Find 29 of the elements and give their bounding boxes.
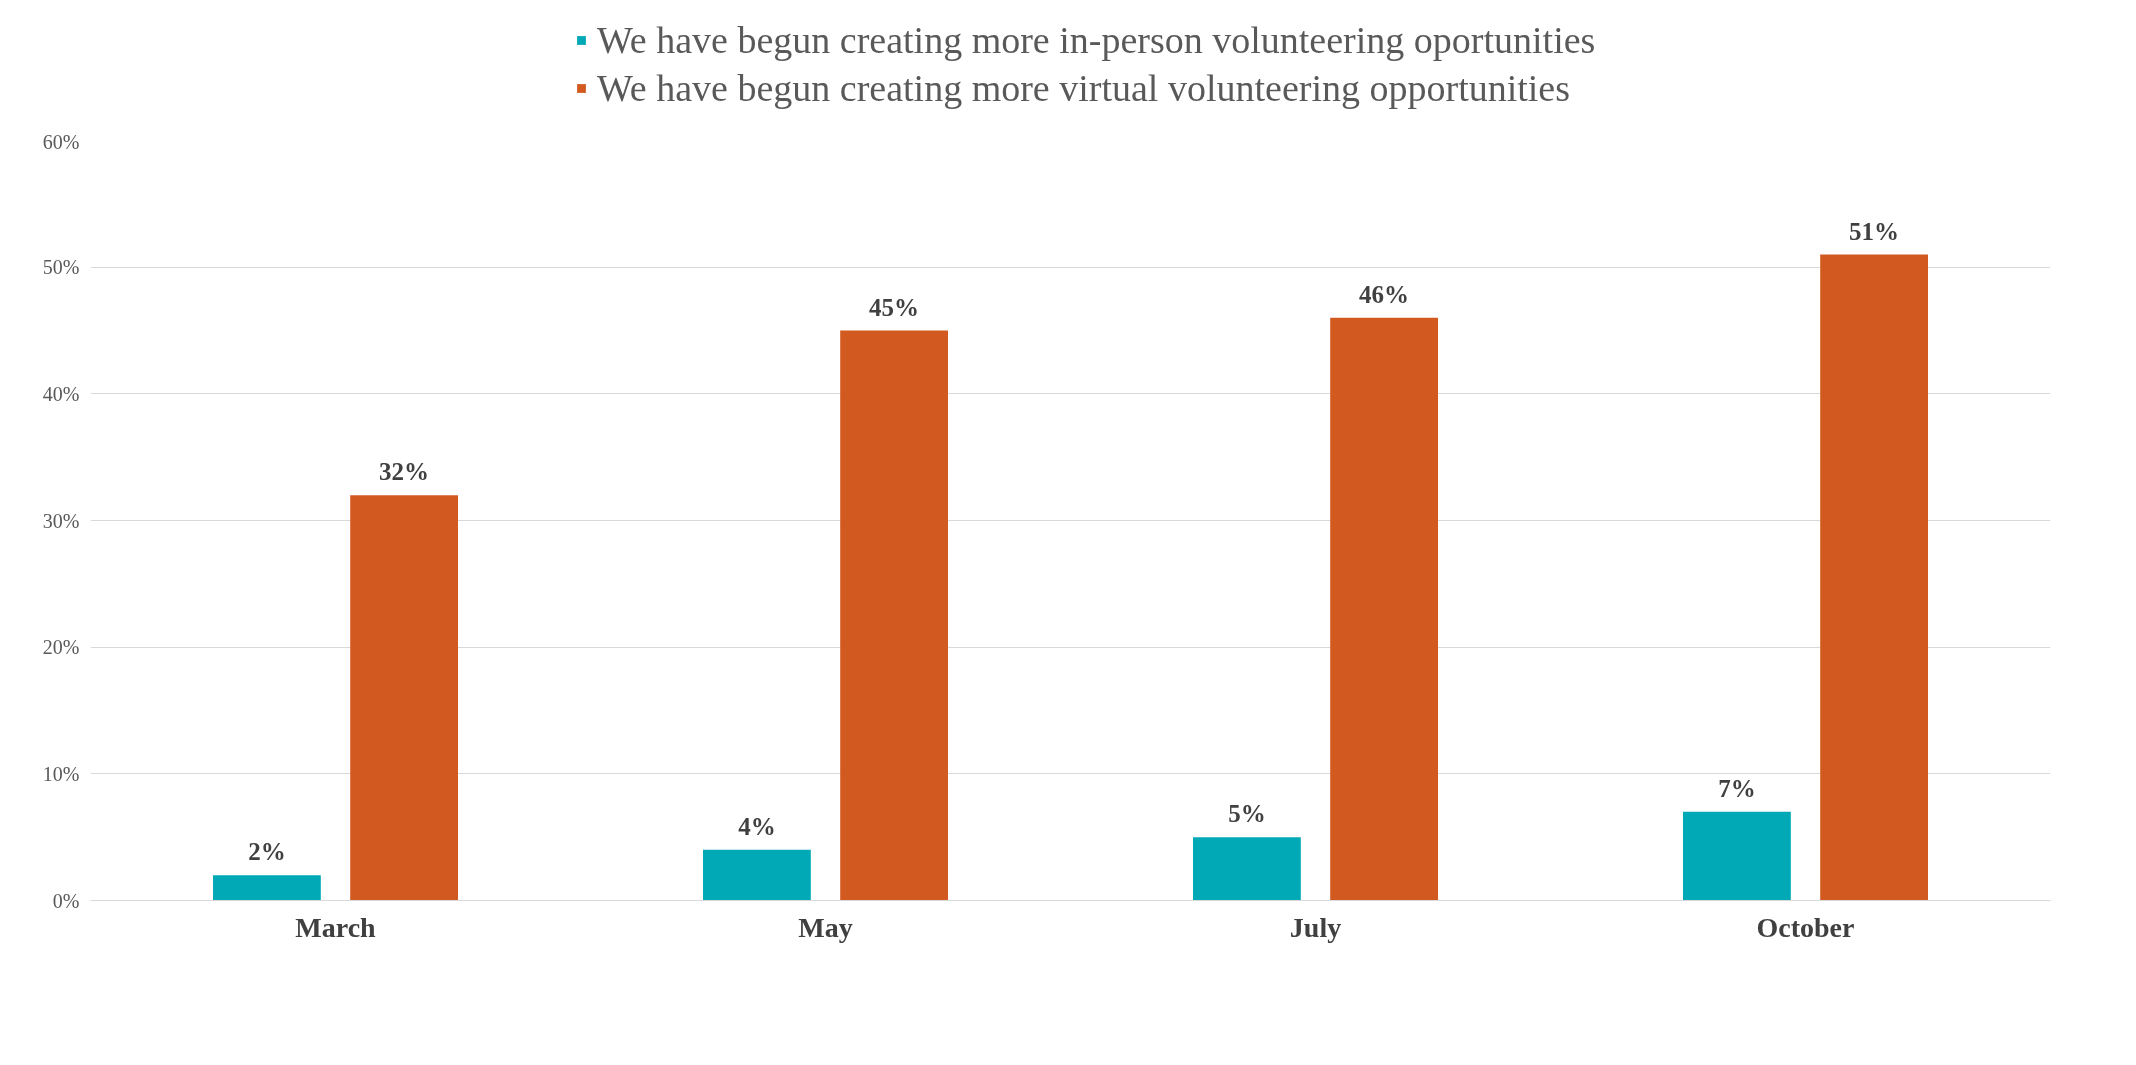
bar (350, 495, 458, 901)
data-label: 32% (379, 458, 430, 486)
data-label: 45% (869, 293, 920, 321)
data-label: 2% (248, 838, 286, 866)
y-tick-label: 50% (42, 256, 80, 279)
bar (1330, 317, 1438, 901)
y-tick-label: 20% (42, 636, 80, 659)
legend-label: We have begun creating more virtual volunteering opportunities (597, 66, 1571, 110)
x-tick-label: October (1756, 911, 1855, 943)
bar (1683, 811, 1791, 901)
data-label: 46% (1359, 280, 1410, 308)
data-label: 4% (738, 812, 776, 840)
bar (1193, 837, 1301, 901)
x-tick-label: July (1289, 911, 1342, 943)
y-tick-label: 60% (42, 130, 80, 153)
legend-label: We have begun creating more in-person volunteering oportunities (597, 18, 1596, 62)
y-tick-label: 10% (42, 762, 80, 785)
y-tick-label: 40% (42, 382, 80, 405)
bar (703, 849, 811, 901)
y-tick-label: 0% (52, 889, 80, 912)
bar (1820, 254, 1928, 901)
bar (840, 330, 948, 901)
x-tick-label: March (295, 911, 377, 943)
y-tick-label: 30% (42, 509, 80, 532)
x-tick-label: May (798, 911, 853, 943)
data-label: 5% (1228, 800, 1266, 828)
data-label: 51% (1849, 217, 1900, 245)
data-label: 7% (1718, 774, 1756, 802)
bar (213, 875, 321, 901)
